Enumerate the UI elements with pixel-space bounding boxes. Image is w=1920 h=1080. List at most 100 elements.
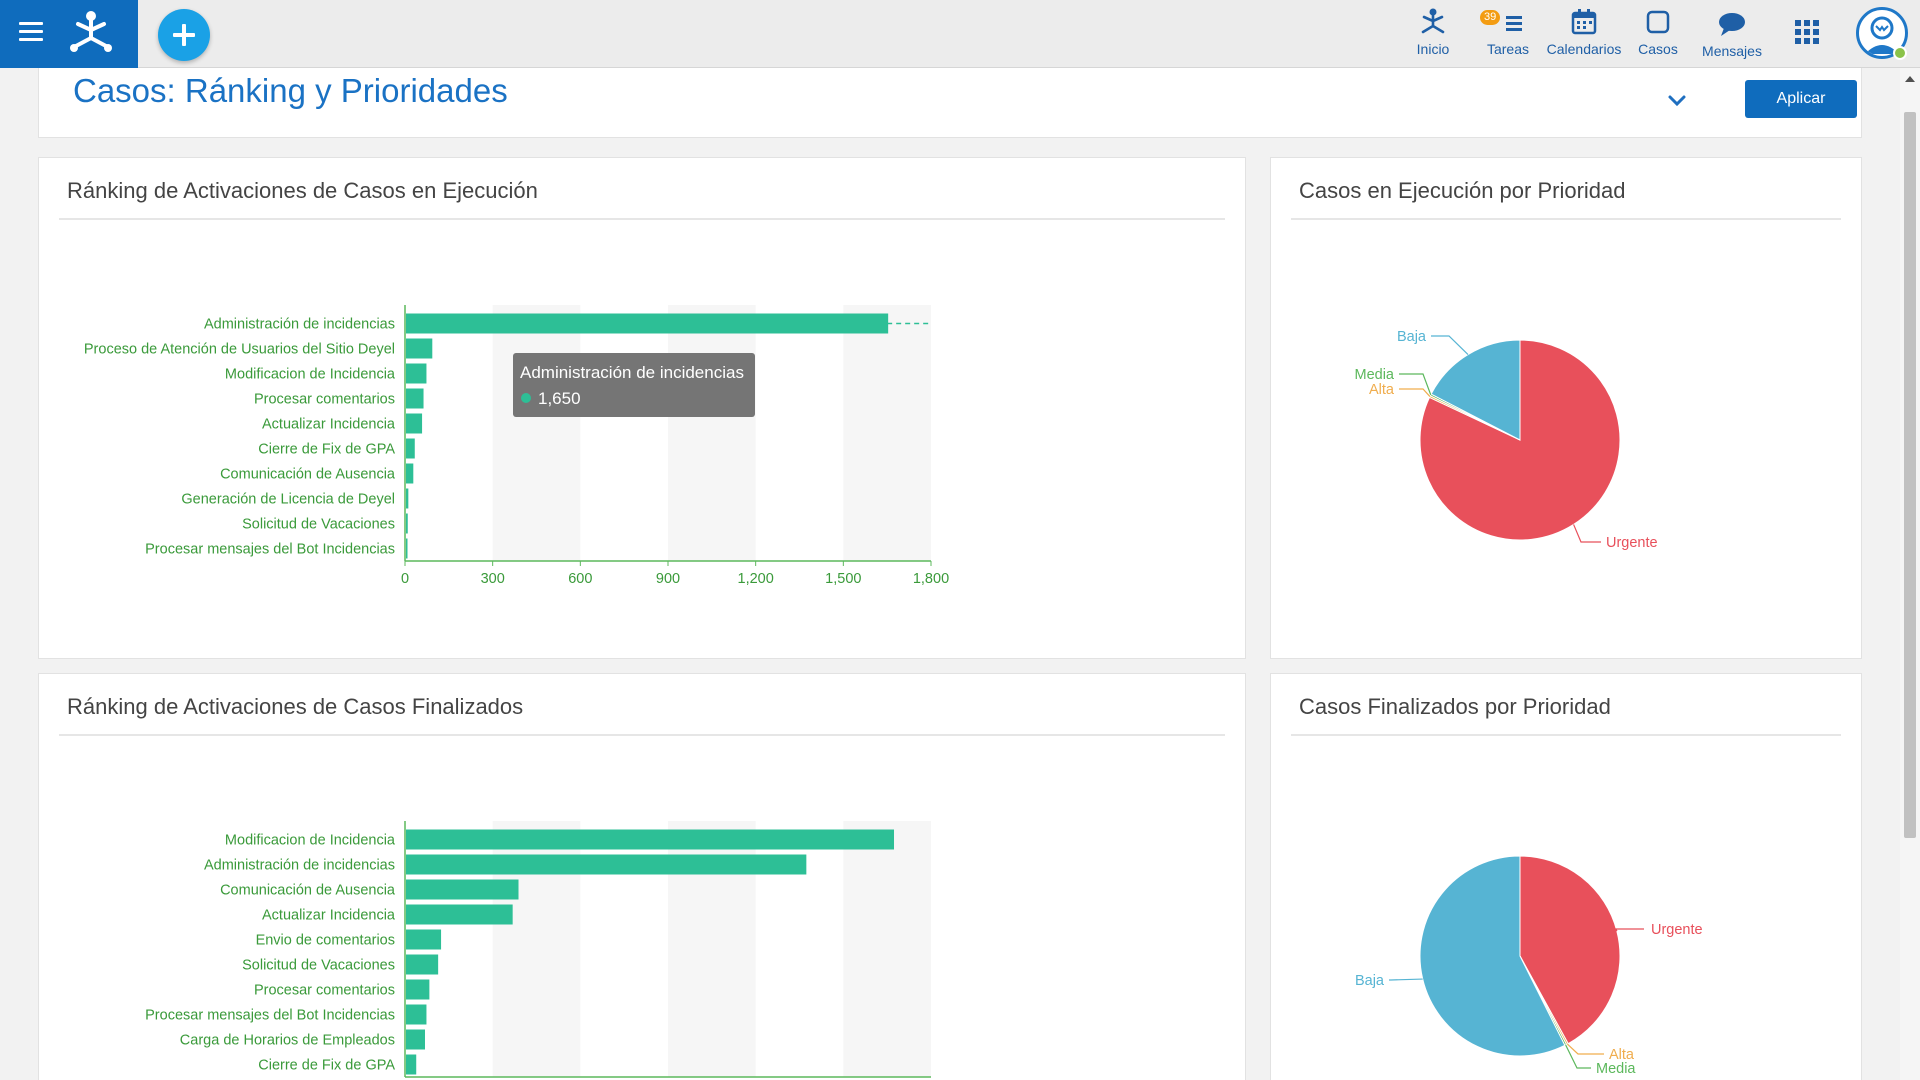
pie-label: Urgente bbox=[1651, 922, 1703, 938]
category-label: Cierre de Fix de GPA bbox=[258, 442, 395, 458]
top-bar: Inicio 39 Tareas Calendarios Casos Mensa… bbox=[0, 0, 1920, 68]
nav-tareas[interactable]: 39 Tareas bbox=[1478, 6, 1538, 57]
divider bbox=[59, 218, 1225, 220]
bar-chart-running: Administración de incidencias Proceso de … bbox=[84, 305, 949, 587]
panel-title: Casos en Ejecución por Prioridad bbox=[1299, 178, 1626, 203]
bar bbox=[406, 879, 519, 900]
pie-label: Baja bbox=[1397, 329, 1427, 345]
panel-title: Ránking de Activaciones de Casos Finaliz… bbox=[67, 694, 524, 719]
bar bbox=[406, 513, 408, 534]
panel-priority-running: Casos en Ejecución por Prioridad Urgente… bbox=[1270, 157, 1862, 659]
bar bbox=[406, 1004, 427, 1025]
bar bbox=[406, 463, 414, 484]
bar bbox=[406, 854, 807, 875]
bar bbox=[406, 488, 409, 509]
category-label: Administración de incidencias bbox=[204, 317, 395, 333]
pie-leader-line bbox=[1615, 928, 1644, 932]
x-tick-label: 1,200 bbox=[738, 571, 774, 587]
x-tick-label: 600 bbox=[568, 571, 592, 587]
category-label: Cierre de Fix de GPA bbox=[258, 1058, 395, 1074]
pie-leader-line bbox=[1389, 978, 1423, 981]
scroll-up-arrow-icon[interactable] bbox=[1905, 76, 1915, 82]
nav-calendarios[interactable]: Calendarios bbox=[1544, 6, 1624, 57]
tooltip-label: Administración de incidencias bbox=[520, 363, 744, 382]
category-label: Actualizar Incidencia bbox=[262, 417, 396, 433]
nav-casos[interactable]: Casos bbox=[1630, 6, 1686, 57]
panel-priority-finished: Casos Finalizados por Prioridad Urgente A… bbox=[1270, 673, 1862, 1080]
vertical-scrollbar[interactable] bbox=[1900, 68, 1920, 1080]
panel-title: Casos Finalizados por Prioridad bbox=[1299, 694, 1611, 719]
pie-label: Media bbox=[1355, 367, 1395, 383]
nav-tareas-label: Tareas bbox=[1486, 41, 1530, 57]
pie-label: Alta bbox=[1369, 382, 1395, 398]
nav-mensajes[interactable]: Mensajes bbox=[1697, 8, 1767, 59]
bar bbox=[406, 538, 408, 559]
grid-band bbox=[492, 305, 581, 561]
category-label: Generación de Licencia de Deyel bbox=[181, 492, 395, 508]
pie-label: Urgente bbox=[1606, 535, 1658, 551]
page-title: Casos: Ránking y Prioridades bbox=[73, 72, 508, 109]
bar bbox=[406, 338, 433, 359]
panel-title: Ránking de Activaciones de Casos en Ejec… bbox=[67, 178, 538, 203]
pie-leader-line bbox=[1399, 388, 1431, 397]
x-tick-label: 1,800 bbox=[913, 571, 949, 587]
bar bbox=[406, 313, 889, 334]
bar bbox=[406, 1054, 417, 1075]
grid-band bbox=[843, 821, 931, 1077]
category-label: Procesar mensajes del Bot Incidencias bbox=[145, 1008, 395, 1024]
messages-icon bbox=[1719, 13, 1745, 36]
chevron-down-icon[interactable] bbox=[1667, 94, 1687, 108]
grid-band bbox=[668, 305, 756, 561]
apply-button[interactable]: Aplicar bbox=[1745, 80, 1857, 118]
apps-grid-icon[interactable] bbox=[1795, 20, 1819, 44]
bar bbox=[406, 954, 439, 975]
nav-inicio[interactable]: Inicio bbox=[1405, 6, 1461, 57]
divider bbox=[1291, 218, 1841, 220]
divider bbox=[1291, 734, 1841, 736]
pie-label: Media bbox=[1596, 1061, 1636, 1077]
bar bbox=[406, 929, 442, 950]
user-avatar-icon bbox=[1865, 16, 1899, 54]
pie-leader-line bbox=[1573, 524, 1601, 543]
nav-calendarios-label: Calendarios bbox=[1546, 41, 1622, 57]
category-label: Procesar comentarios bbox=[254, 392, 395, 408]
online-status-dot bbox=[1893, 46, 1907, 60]
tooltip: Administración de incidencias 1,650 bbox=[513, 353, 755, 417]
logo-icon[interactable] bbox=[68, 8, 114, 58]
bar bbox=[406, 413, 423, 434]
bar bbox=[406, 979, 430, 1000]
bar bbox=[406, 1029, 425, 1050]
cases-icon bbox=[1646, 10, 1670, 34]
x-tick-label: 900 bbox=[656, 571, 680, 587]
pie-slice bbox=[1519, 855, 1621, 1045]
category-label: Procesar mensajes del Bot Incidencias bbox=[145, 542, 395, 558]
page-header: Casos: Ránking y Prioridades Aplicar bbox=[38, 68, 1862, 138]
category-label: Solicitud de Vacaciones bbox=[242, 958, 395, 974]
calendar-icon bbox=[1571, 9, 1597, 35]
panel-ranking-finished: Ránking de Activaciones de Casos Finaliz… bbox=[38, 673, 1246, 1080]
pie-label: Alta bbox=[1609, 1047, 1635, 1063]
grid-band bbox=[843, 305, 931, 561]
category-label: Modificacion de Incidencia bbox=[225, 367, 396, 383]
tooltip-series-dot bbox=[521, 393, 531, 403]
category-label: Solicitud de Vacaciones bbox=[242, 517, 395, 533]
category-label: Carga de Horarios de Empleados bbox=[180, 1033, 395, 1049]
tooltip-value: 1,650 bbox=[538, 389, 581, 408]
pie-leader-line bbox=[1565, 1044, 1591, 1069]
menu-icon[interactable] bbox=[19, 22, 43, 42]
x-tick-label: 1,500 bbox=[825, 571, 861, 587]
add-button[interactable] bbox=[158, 9, 210, 61]
bar bbox=[406, 438, 415, 459]
scroll-thumb[interactable] bbox=[1904, 112, 1916, 838]
bar bbox=[406, 904, 513, 925]
tasks-icon bbox=[1506, 16, 1522, 31]
brand-area bbox=[0, 0, 138, 68]
x-tick-label: 0 bbox=[401, 571, 409, 587]
bar-chart-finished: Modificacion de Incidencia Administración… bbox=[145, 821, 931, 1078]
pie-leader-line bbox=[1399, 373, 1432, 396]
x-tick-label: 300 bbox=[481, 571, 505, 587]
category-label: Administración de incidencias bbox=[204, 858, 395, 874]
home-icon bbox=[1421, 8, 1445, 34]
